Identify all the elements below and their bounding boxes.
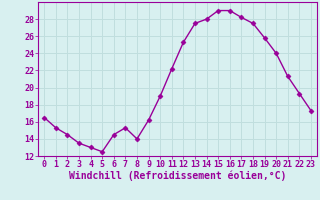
X-axis label: Windchill (Refroidissement éolien,°C): Windchill (Refroidissement éolien,°C) — [69, 171, 286, 181]
